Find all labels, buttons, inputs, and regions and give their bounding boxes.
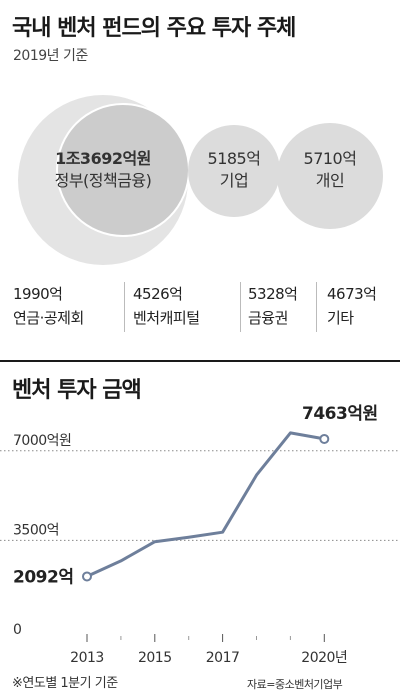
page-title: 국내 벤처 펀드의 주요 투자 주체	[12, 16, 296, 41]
divider	[316, 282, 317, 332]
individual-text: 5710억 개인	[277, 148, 383, 192]
investor-finance: 5328억 금융권	[248, 282, 298, 330]
series-line	[86, 431, 325, 578]
y-tick-label: 3500억	[13, 522, 59, 538]
data-label-end: 7463억원	[302, 404, 378, 424]
y-tick-label: 0	[13, 622, 21, 638]
bubble-government-highlight	[58, 105, 188, 235]
company-text: 5185억 기업	[188, 148, 280, 192]
government-amount: 1조3692억원	[55, 149, 151, 168]
bubble-company	[188, 125, 280, 217]
individual-label: 개인	[315, 171, 345, 190]
section-divider	[0, 360, 400, 362]
divider	[124, 282, 125, 332]
investor-pension: 1990억 연금·공제회	[13, 282, 84, 330]
investor-vc-label: 벤처캐피털	[133, 309, 200, 327]
company-label: 기업	[219, 171, 249, 190]
chart-source: 자료=중소벤처기업부	[247, 678, 343, 691]
investor-finance-amount: 5328억	[248, 285, 298, 303]
investor-vc-amount: 4526억	[133, 285, 183, 303]
chart-title: 벤처 투자 금액	[12, 378, 142, 403]
investor-other-label: 기타	[327, 309, 354, 327]
data-point	[319, 433, 330, 444]
chart-note: ※연도별 1분기 기준	[12, 676, 118, 691]
bubble-government	[18, 95, 188, 265]
investor-other: 4673억 기타	[327, 282, 377, 330]
divider	[240, 282, 241, 332]
y-tick-label: 7000억원	[13, 433, 71, 449]
x-tick-label: 2015	[138, 650, 172, 666]
company-amount: 5185억	[207, 149, 261, 168]
x-tick-label: 2020년	[301, 650, 347, 666]
investor-pension-label: 연금·공제회	[13, 309, 84, 327]
individual-amount: 5710억	[303, 149, 357, 168]
data-point	[82, 571, 92, 582]
investor-pension-amount: 1990억	[13, 285, 63, 303]
x-tick-label: 2013	[70, 650, 104, 666]
government-text: 1조3692억원 정부(정책금융)	[18, 148, 188, 192]
investor-other-amount: 4673억	[327, 285, 377, 303]
data-label-start: 2092억	[13, 567, 73, 587]
x-tick-label: 2017	[206, 650, 240, 666]
investor-finance-label: 금융권	[248, 309, 288, 327]
investor-vc: 4526억 벤처캐피털	[133, 282, 200, 330]
bubble-individual	[277, 123, 383, 229]
page-subtitle: 2019년 기준	[13, 48, 88, 64]
government-label: 정부(정책금융)	[54, 171, 152, 190]
